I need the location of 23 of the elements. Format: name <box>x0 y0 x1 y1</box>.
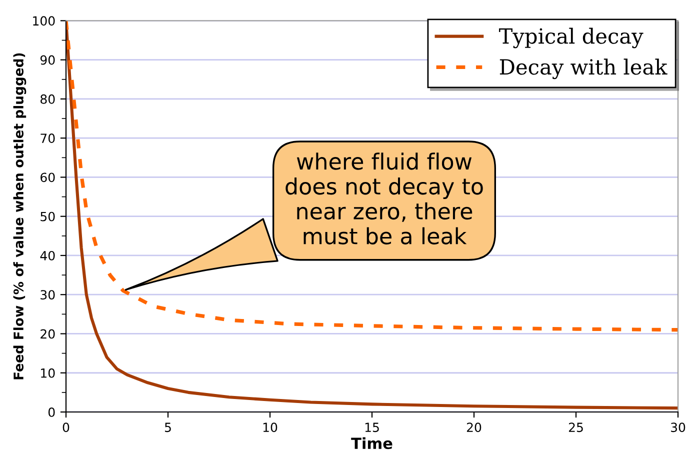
x-tick-label: 5 <box>164 422 171 432</box>
y-tick-label: 90 <box>40 55 55 65</box>
y-tick-label: 30 <box>40 290 55 300</box>
y-tick-label: 10 <box>41 368 55 378</box>
x-tick-label: 20 <box>466 422 482 432</box>
y-tick-label: 40 <box>40 250 55 260</box>
y-tick-label: 80 <box>40 94 55 104</box>
x-tick-label: 25 <box>568 422 583 432</box>
y-axis-title: Feed Flow (% of value when outlet plugged) <box>13 53 26 380</box>
x-axis-title: Time <box>351 437 392 450</box>
y-tick-label: 60 <box>40 172 55 182</box>
legend-label: Decay with leak <box>500 58 668 80</box>
y-tick-label: 0 <box>48 407 55 417</box>
annotation: where fluid flow does not decay to near zero, there must be a leak <box>286 152 483 244</box>
x-tick-label: 0 <box>62 422 70 432</box>
y-tick-label: 100 <box>33 16 55 26</box>
x-tick-label: 30 <box>671 422 686 432</box>
y-tick-label: 70 <box>40 134 55 144</box>
x-tick-label: 10 <box>263 422 278 432</box>
legend-label: Typical decay <box>498 28 644 48</box>
y-tick-label: 50 <box>40 212 55 222</box>
x-tick-label: 15 <box>365 422 379 432</box>
y-tick-label: 20 <box>40 329 55 339</box>
